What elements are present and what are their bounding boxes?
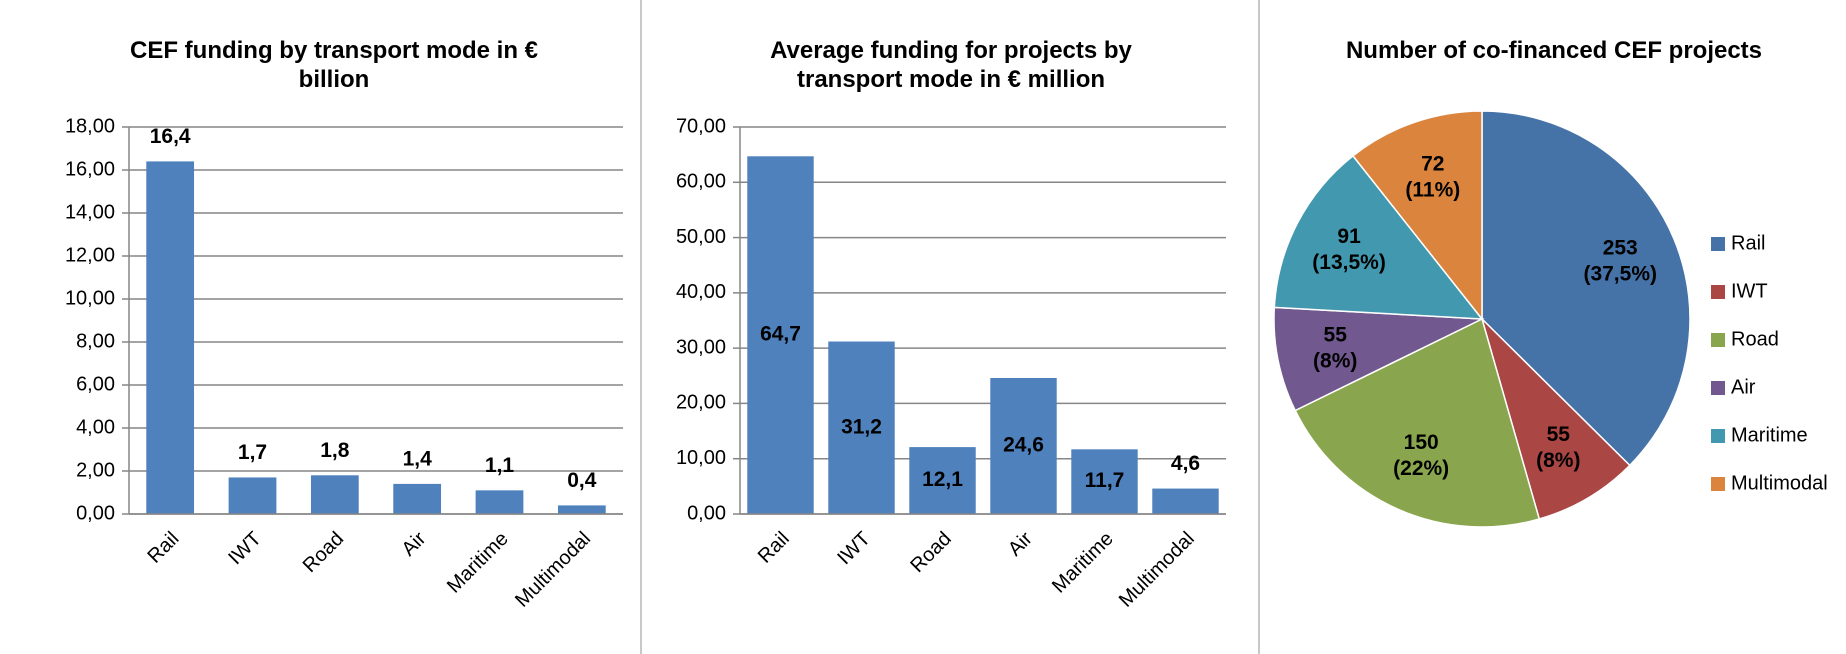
y-tick-label: 2,00 xyxy=(76,459,115,481)
x-tick-label: Multimodal xyxy=(511,528,595,612)
chart-panel: 0,00 2,00 4,00 6,00 8,00 10,00 12,00 14,00 16,00… xyxy=(0,0,640,654)
data-label: 91 (13,5%) xyxy=(1312,225,1386,274)
legend-swatch xyxy=(1711,429,1725,443)
legend-swatch xyxy=(1711,381,1725,395)
chart-panel: 0,00 10,00 20,00 30,00 40,00 50,00 60,00 70,00 6… xyxy=(640,0,1258,654)
bar xyxy=(1071,449,1138,514)
chart: 0,00 2,00 4,00 6,00 8,00 10,00 12,00 14,00 16,00… xyxy=(65,115,623,612)
y-tick-label: 8,00 xyxy=(76,330,115,352)
x-tick-label: Road xyxy=(299,528,348,577)
legend-label: Air xyxy=(1731,376,1756,398)
legend-label: Road xyxy=(1731,328,1779,350)
x-tick-label: Air xyxy=(1004,527,1037,560)
data-label: 55 (8%) xyxy=(1536,422,1580,471)
x-tick-label: Road xyxy=(906,528,955,577)
x-tick-label: Rail xyxy=(754,528,794,568)
data-label: 31,2 xyxy=(841,415,882,438)
bar xyxy=(990,377,1057,514)
y-tick-label: 18,00 xyxy=(65,115,115,137)
data-label: 1,1 xyxy=(485,454,515,477)
y-tick-label: 0,00 xyxy=(76,502,115,524)
x-tick-label: IWT xyxy=(224,528,265,569)
legend-swatch xyxy=(1711,333,1725,347)
data-label: 11,7 xyxy=(1085,469,1125,492)
pie-slice xyxy=(1294,317,1541,528)
y-tick-label: 0,00 xyxy=(687,502,726,524)
bar xyxy=(909,447,976,514)
y-tick-label: 40,00 xyxy=(676,281,726,303)
legend-label: Maritime xyxy=(1731,424,1808,446)
y-tick-label: 10,00 xyxy=(65,287,115,309)
pie-slice xyxy=(1480,316,1631,520)
data-label: 0,4 xyxy=(567,469,597,492)
bar xyxy=(228,477,277,514)
chart: 253 (37,5%) 55 (8%) 150 (22%) 55 (8%) 91 (13,5%) 7… xyxy=(1273,110,1828,528)
bar xyxy=(747,156,814,514)
x-tick-label: Air xyxy=(398,527,431,560)
data-label: 1,4 xyxy=(403,447,433,470)
data-label: 150 (22%) xyxy=(1393,430,1449,479)
bar xyxy=(1152,488,1219,514)
y-tick-label: 70,00 xyxy=(676,115,726,137)
chart-title: Average funding for projects by transpor… xyxy=(770,37,1132,93)
bar xyxy=(828,341,895,514)
y-tick-label: 16,00 xyxy=(65,158,115,180)
legend-swatch xyxy=(1711,237,1725,251)
y-tick-label: 30,00 xyxy=(676,336,726,358)
legend-label: Rail xyxy=(1731,232,1765,254)
legend-swatch xyxy=(1711,477,1725,491)
chart: 0,00 10,00 20,00 30,00 40,00 50,00 60,00 70,00 6… xyxy=(676,115,1226,612)
legend-swatch xyxy=(1711,285,1725,299)
y-tick-label: 20,00 xyxy=(676,392,726,414)
data-label: 55 (8%) xyxy=(1313,323,1357,372)
data-label: 12,1 xyxy=(922,468,963,491)
legend-label: IWT xyxy=(1731,280,1768,302)
y-tick-label: 60,00 xyxy=(676,171,726,193)
chart-title: Number of co-financed CEF projects xyxy=(1345,37,1763,64)
y-tick-label: 6,00 xyxy=(76,373,115,395)
x-tick-label: IWT xyxy=(833,528,874,569)
data-label: 24,6 xyxy=(1003,434,1044,457)
pie-slice xyxy=(1351,110,1483,322)
y-tick-label: 14,00 xyxy=(65,201,115,223)
data-label: 64,7 xyxy=(760,323,801,346)
data-label: 4,6 xyxy=(1171,452,1200,475)
data-label: 72 (11%) xyxy=(1405,152,1460,201)
data-label: 16,4 xyxy=(150,125,191,148)
pie-slice xyxy=(1273,306,1485,412)
x-tick-label: Maritime xyxy=(443,528,513,598)
x-tick-label: Maritime xyxy=(1048,528,1118,598)
y-tick-label: 4,00 xyxy=(76,416,115,438)
x-tick-label: Multimodal xyxy=(1115,528,1199,612)
y-tick-label: 10,00 xyxy=(676,447,726,469)
legend-label: Multimodal xyxy=(1731,472,1828,494)
data-label: 1,7 xyxy=(238,441,267,464)
bar xyxy=(146,161,195,514)
y-tick-label: 12,00 xyxy=(65,244,115,266)
pie-slice xyxy=(1481,110,1691,467)
pie-slice xyxy=(1273,154,1484,320)
x-tick-label: Rail xyxy=(144,528,184,568)
chart-panel: 253 (37,5%) 55 (8%) 150 (22%) 55 (8%) 91 (13,5%) 7… xyxy=(1258,0,1846,654)
bar xyxy=(393,483,442,514)
bar xyxy=(475,490,524,514)
bar xyxy=(557,505,606,514)
chart-title: CEF funding by transport mode in € billi… xyxy=(130,37,538,93)
data-label: 253 (37,5%) xyxy=(1583,236,1657,285)
data-label: 1,8 xyxy=(320,439,350,462)
bar xyxy=(310,475,359,514)
y-tick-label: 50,00 xyxy=(676,226,726,248)
